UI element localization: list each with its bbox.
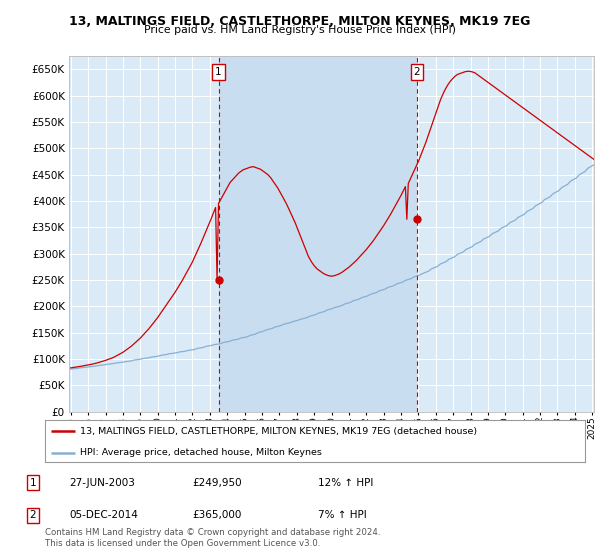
Text: 1: 1 <box>215 67 222 77</box>
Text: 13, MALTINGS FIELD, CASTLETHORPE, MILTON KEYNES, MK19 7EG (detached house): 13, MALTINGS FIELD, CASTLETHORPE, MILTON… <box>80 427 477 436</box>
Text: 1: 1 <box>29 478 37 488</box>
Text: Price paid vs. HM Land Registry's House Price Index (HPI): Price paid vs. HM Land Registry's House … <box>144 25 456 35</box>
Text: 7% ↑ HPI: 7% ↑ HPI <box>318 510 367 520</box>
Text: 13, MALTINGS FIELD, CASTLETHORPE, MILTON KEYNES, MK19 7EG: 13, MALTINGS FIELD, CASTLETHORPE, MILTON… <box>70 15 530 27</box>
Text: 2: 2 <box>414 67 421 77</box>
Text: 27-JUN-2003: 27-JUN-2003 <box>69 478 135 488</box>
Text: £249,950: £249,950 <box>192 478 242 488</box>
Text: 05-DEC-2014: 05-DEC-2014 <box>69 510 138 520</box>
Text: Contains HM Land Registry data © Crown copyright and database right 2024.
This d: Contains HM Land Registry data © Crown c… <box>45 528 380 548</box>
Text: 2: 2 <box>29 510 37 520</box>
Text: 12% ↑ HPI: 12% ↑ HPI <box>318 478 373 488</box>
Text: £365,000: £365,000 <box>192 510 241 520</box>
Bar <box>218 56 417 412</box>
Text: HPI: Average price, detached house, Milton Keynes: HPI: Average price, detached house, Milt… <box>80 448 322 458</box>
